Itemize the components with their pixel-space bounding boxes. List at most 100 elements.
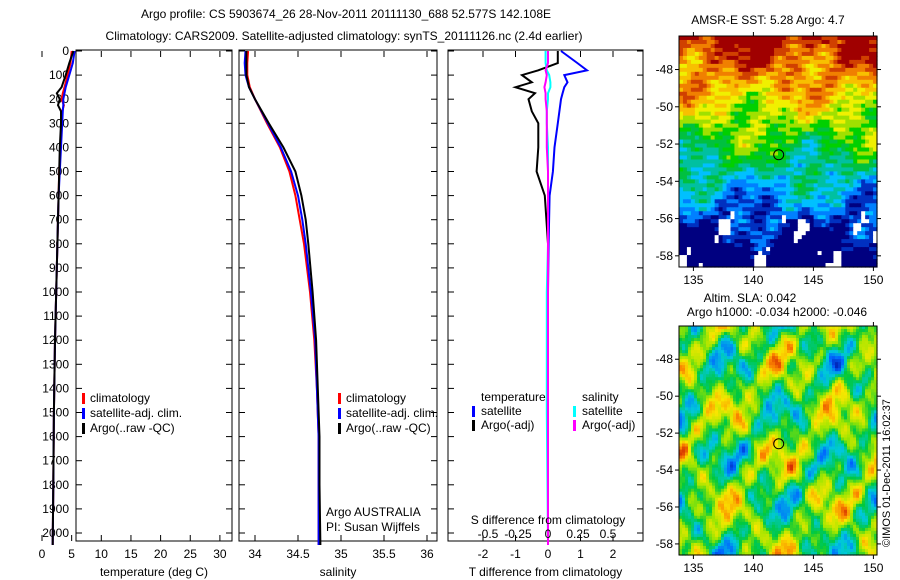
map-cell	[712, 365, 716, 369]
map-cell	[710, 167, 716, 173]
map-cell	[785, 51, 791, 57]
map-cell	[766, 59, 771, 65]
map-cell	[817, 219, 823, 224]
map-cell	[710, 83, 716, 89]
map-cell	[805, 329, 809, 333]
map-cell	[758, 95, 763, 101]
map-cell	[809, 187, 815, 192]
map-cell	[838, 365, 842, 369]
map-cell	[797, 123, 803, 129]
map-cell	[769, 386, 773, 390]
map-cell	[770, 131, 775, 137]
map-cell	[770, 71, 775, 77]
map-cell	[690, 159, 696, 165]
map-cell	[750, 55, 755, 61]
map-cell	[820, 374, 824, 378]
x-tick-label: 25	[184, 547, 198, 561]
map-cell	[721, 326, 725, 330]
map-cell	[706, 380, 710, 384]
map-cell	[829, 167, 835, 173]
map-cell	[762, 203, 767, 208]
map-cell	[802, 377, 806, 381]
map-cell	[853, 115, 858, 121]
map-cell	[874, 356, 878, 360]
map-cell	[841, 231, 846, 236]
map-cell	[727, 353, 731, 357]
map-cell	[686, 223, 692, 228]
map-cell	[785, 151, 791, 157]
map-cell	[682, 59, 688, 65]
map-cell	[801, 227, 807, 232]
map-cell	[726, 203, 732, 208]
map-cell	[679, 143, 684, 149]
map-cell	[738, 159, 743, 165]
map-cell	[730, 395, 734, 399]
map-cell	[825, 67, 831, 73]
map-cell	[817, 143, 823, 149]
map-cell	[710, 99, 716, 105]
map-cell	[797, 127, 803, 133]
map-cell	[873, 215, 878, 220]
map-cell	[758, 231, 763, 236]
map-cell	[769, 344, 773, 348]
map-cell	[793, 392, 797, 396]
map-cell	[742, 179, 747, 184]
map-cell	[778, 347, 782, 351]
map-cell	[722, 251, 728, 256]
map-cell	[861, 167, 866, 173]
map-cell	[805, 43, 811, 49]
map-cell	[709, 368, 713, 372]
map-cell	[869, 143, 874, 149]
map-cell	[746, 147, 751, 153]
map-cell	[856, 374, 860, 378]
map-cell	[825, 203, 831, 208]
map-cell	[727, 368, 731, 372]
map-cell	[706, 111, 712, 117]
map-cell	[727, 329, 731, 333]
map-cell	[853, 223, 858, 228]
map-cell	[832, 377, 836, 381]
map-cell	[869, 67, 874, 73]
map-cell	[801, 171, 807, 176]
map-cell	[721, 344, 725, 348]
map-cell	[796, 401, 800, 405]
map-cell	[706, 395, 710, 399]
map-cell	[841, 111, 846, 117]
map-cell	[710, 115, 716, 121]
map-cell	[697, 359, 701, 363]
map-cell	[826, 359, 830, 363]
map-cell	[742, 389, 746, 393]
map-cell	[778, 199, 783, 204]
map-cell	[823, 344, 827, 348]
map-cell	[784, 401, 788, 405]
map-cell	[702, 51, 708, 57]
map-cell	[697, 377, 701, 381]
map-cell	[837, 63, 842, 69]
map-cell	[750, 39, 755, 45]
map-cell	[853, 377, 857, 381]
map-cell	[745, 377, 749, 381]
map-cell	[746, 36, 751, 41]
map-cell	[781, 163, 787, 169]
map-cell	[837, 259, 842, 264]
map-cell	[835, 398, 839, 402]
map-cell	[682, 235, 688, 240]
map-cell	[808, 386, 812, 390]
map-cell	[721, 365, 725, 369]
map-cell	[762, 36, 767, 41]
map-cell	[833, 55, 838, 61]
map-cell	[868, 383, 872, 387]
map-cell	[861, 99, 866, 105]
map-cell	[722, 43, 728, 49]
map-cell	[750, 63, 755, 69]
map-cell	[778, 51, 783, 57]
map-cell	[726, 219, 732, 224]
map-cell	[770, 195, 775, 200]
map-cell	[845, 111, 850, 117]
map-cell	[837, 127, 842, 133]
map-cell	[832, 365, 836, 369]
map-cell	[799, 404, 803, 408]
map-cell	[758, 135, 763, 141]
map-cell	[690, 95, 696, 101]
map-cell	[714, 119, 720, 125]
